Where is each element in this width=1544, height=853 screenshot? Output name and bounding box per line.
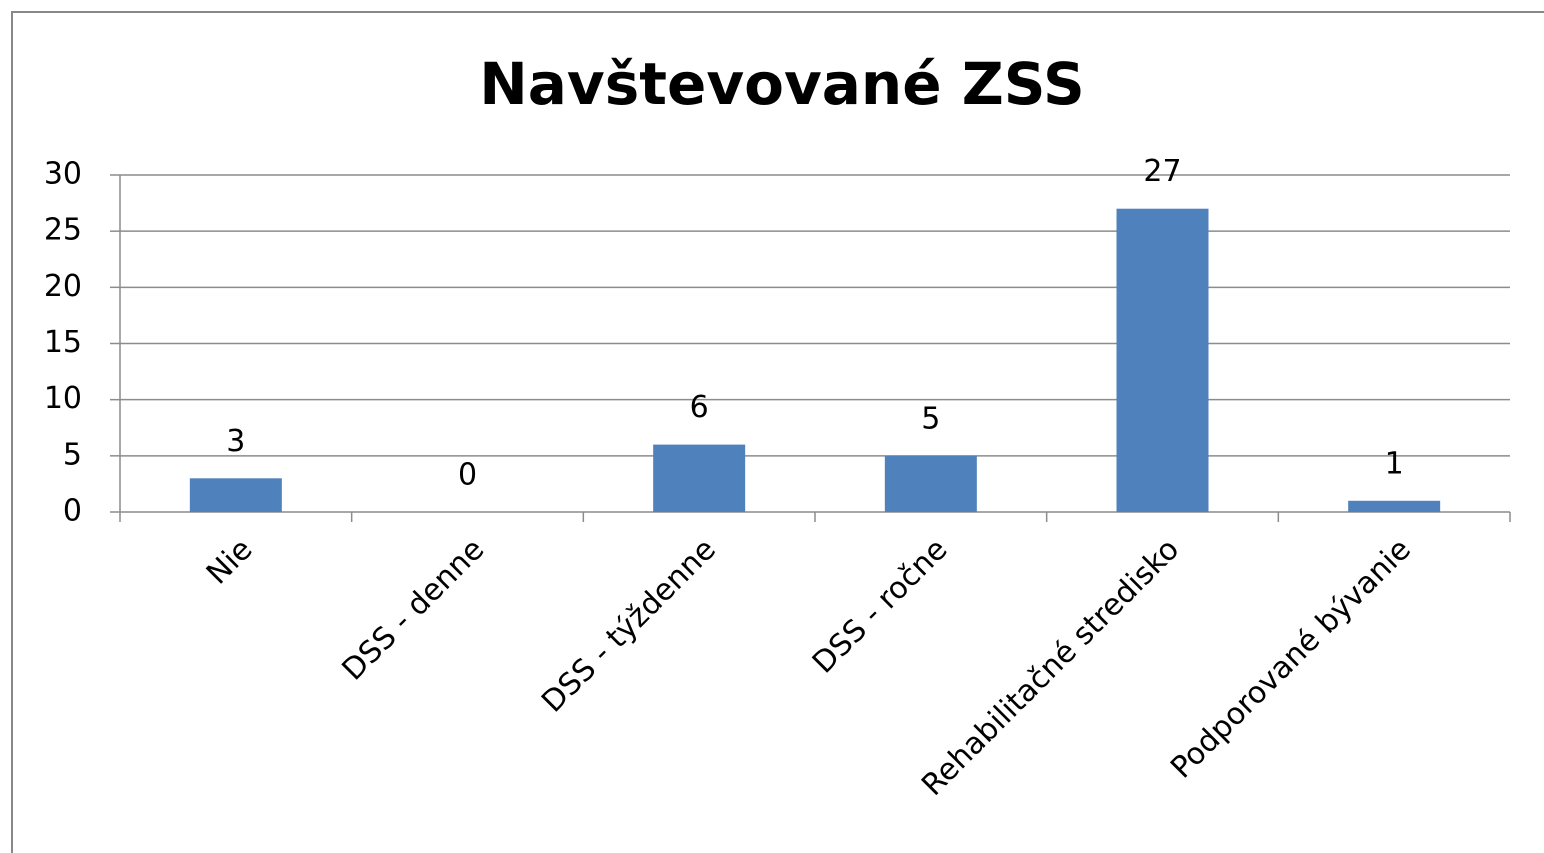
chart-title: Navštevované ZSS	[479, 50, 1085, 118]
value-label: 5	[921, 401, 940, 436]
y-tick-label: 0	[63, 494, 82, 529]
bar	[1348, 500, 1441, 512]
y-tick-label: 20	[44, 269, 82, 304]
value-label: 0	[458, 458, 477, 493]
bar	[653, 444, 746, 512]
value-label: 27	[1143, 154, 1181, 189]
y-tick-label: 15	[44, 325, 82, 360]
bar	[1116, 208, 1209, 512]
y-tick-label: 25	[44, 213, 82, 248]
bar	[189, 478, 282, 512]
y-tick-label: 5	[63, 437, 82, 472]
value-label: 1	[1385, 446, 1404, 481]
value-label: 3	[226, 424, 245, 459]
y-tick-label: 10	[44, 381, 82, 416]
chart-border	[11, 11, 1544, 853]
y-tick-label: 30	[44, 157, 82, 192]
value-label: 6	[690, 390, 709, 425]
bar	[884, 455, 977, 512]
